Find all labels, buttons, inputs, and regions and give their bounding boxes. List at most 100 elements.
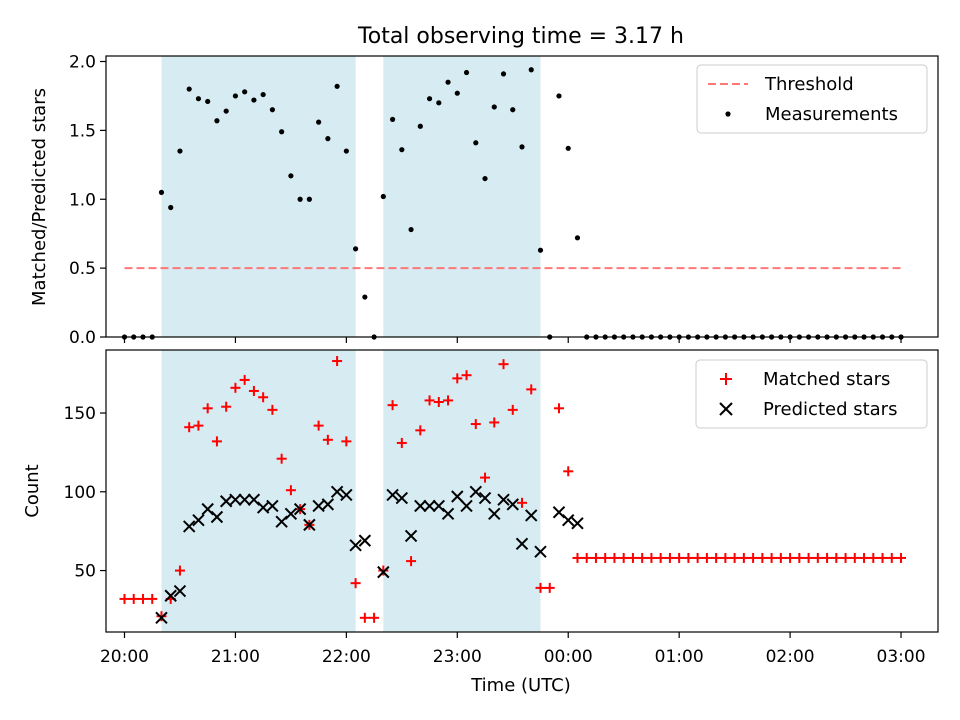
- matched-star-point: [785, 552, 796, 563]
- matched-star-point: [535, 582, 546, 593]
- measurement-point: [195, 96, 202, 102]
- predicted-star-point: [340, 488, 353, 502]
- x-tick-label: 23:00: [433, 647, 482, 667]
- predicted-star-point: [386, 488, 399, 502]
- predicted-stars-points: [155, 485, 584, 625]
- measurement-point: [325, 136, 331, 142]
- measurement-point: [297, 196, 303, 202]
- matched-star-point: [369, 612, 380, 623]
- bottom-shaded-intervals: [161, 350, 541, 632]
- predicted-star-point: [164, 589, 177, 602]
- x-tick-label: 01:00: [655, 647, 704, 667]
- top-shaded-intervals: [161, 56, 541, 337]
- predicted-star-point: [525, 509, 538, 522]
- predicted-star-point: [210, 510, 224, 524]
- matched-star-point: [498, 359, 509, 370]
- measurement-point: [316, 119, 322, 125]
- measurement-point: [306, 196, 312, 202]
- matched-star-point: [239, 374, 250, 385]
- predicted-star-point: [451, 490, 464, 503]
- measurement-point: [380, 193, 386, 200]
- legend-predicted-swatch: [719, 402, 733, 416]
- matched-star-point: [701, 552, 712, 563]
- top-legend-box: [696, 64, 928, 134]
- matched-star-point: [775, 552, 786, 563]
- matched-star-point: [877, 552, 888, 563]
- matched-star-point: [886, 552, 897, 563]
- measurement-point: [214, 118, 220, 124]
- matched-star-point: [193, 420, 204, 431]
- matched-star-point: [396, 437, 407, 448]
- matched-star-point: [794, 552, 805, 563]
- measurement-point: [445, 79, 451, 85]
- matched-star-point: [526, 384, 537, 395]
- matched-star-point: [738, 552, 749, 563]
- measurement-point: [565, 145, 571, 151]
- measurement-point: [463, 69, 470, 76]
- predicted-star-point: [395, 491, 409, 505]
- y-tick-label: 150: [64, 404, 96, 424]
- bottom-y-axis-ticks: 50 100 150: [64, 404, 106, 582]
- bottom-x-axis-ticks: 20:00 21:00 22:00 23:00 00:00 01:00 02:00 03:00: [100, 632, 926, 667]
- matched-star-point: [211, 436, 222, 447]
- matched-star-point: [544, 582, 555, 593]
- matched-star-point: [378, 565, 389, 576]
- matched-star-point: [664, 552, 675, 563]
- predicted-star-point: [229, 493, 242, 506]
- measurement-point: [177, 148, 183, 154]
- matched-star-point: [443, 395, 454, 406]
- matched-star-point: [424, 395, 435, 406]
- top-y-axis-label: Matched/Predicted stars: [29, 88, 50, 306]
- matched-star-point: [184, 422, 195, 433]
- matched-star-point: [590, 552, 601, 563]
- predicted-star-point: [460, 499, 473, 513]
- matched-star-point: [868, 552, 879, 563]
- matched-star-point: [517, 497, 527, 508]
- matched-star-point: [674, 552, 685, 563]
- x-tick-label: 22:00: [322, 647, 371, 667]
- measurement-point: [491, 104, 497, 110]
- predicted-star-point: [182, 520, 196, 533]
- predicted-star-point: [321, 498, 335, 511]
- y-tick-label: 1.0: [69, 190, 96, 210]
- predicted-star-point: [349, 539, 362, 552]
- predicted-star-point: [414, 499, 427, 513]
- predicted-star-point: [478, 491, 492, 505]
- measurement-point: [186, 86, 192, 92]
- measurement-point: [242, 89, 248, 95]
- predicted-star-point: [330, 485, 344, 498]
- bottom-y-axis-label: Count: [22, 464, 43, 517]
- legend-measurements-swatch: [725, 111, 731, 117]
- y-tick-label: 100: [64, 483, 96, 503]
- matched-star-point: [480, 472, 491, 483]
- matched-star-point: [563, 466, 574, 477]
- matched-star-point: [849, 552, 860, 563]
- predicted-star-point: [266, 499, 279, 513]
- measurement-point: [500, 71, 507, 77]
- matched-star-point: [711, 552, 722, 563]
- measurement-point: [436, 100, 442, 106]
- matched-star-point: [627, 552, 638, 563]
- matched-star-point: [137, 593, 148, 604]
- matched-star-point: [609, 552, 620, 563]
- predicted-star-point: [303, 518, 316, 532]
- predicted-star-point: [284, 507, 298, 521]
- predicted-star-point: [404, 529, 418, 543]
- predicted-star-point: [534, 545, 547, 558]
- matched-star-point: [433, 396, 444, 407]
- matched-star-point: [553, 403, 564, 414]
- x-tick-label: 20:00: [100, 647, 149, 667]
- bottom-legend-box: [695, 359, 928, 429]
- matched-star-point: [332, 356, 343, 367]
- matched-star-point: [230, 382, 241, 393]
- matched-star-point: [896, 552, 907, 563]
- legend-matched-swatch: [720, 373, 732, 385]
- predicted-star-point: [497, 493, 510, 506]
- matched-star-point: [406, 556, 417, 567]
- predicted-star-point: [562, 513, 575, 527]
- legend-measurements-label: Measurements: [765, 104, 898, 125]
- bottom-legend: Matched stars Predicted stars: [695, 359, 928, 429]
- measurement-point: [574, 235, 581, 241]
- matched-star-point: [646, 552, 657, 563]
- measurement-point: [353, 246, 359, 252]
